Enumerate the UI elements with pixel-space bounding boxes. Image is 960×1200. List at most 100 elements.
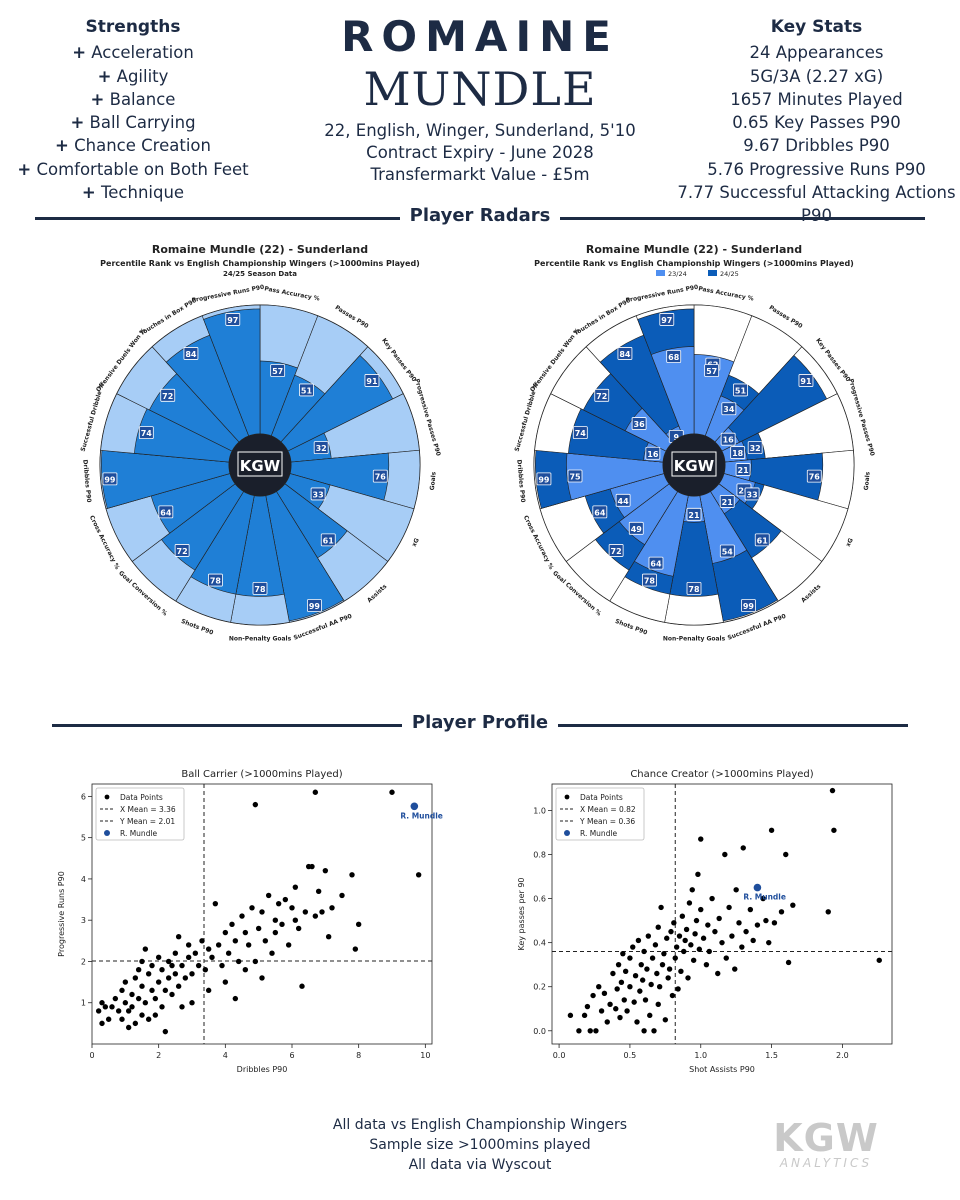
data-point xyxy=(112,995,119,1002)
data-point xyxy=(668,928,674,935)
footer-notes: All data vs English Championship Wingers… xyxy=(280,1115,680,1175)
value-label: 72 xyxy=(596,392,607,401)
data-point xyxy=(252,801,259,808)
value-box xyxy=(704,364,720,377)
value-label: 72 xyxy=(611,547,622,556)
footer-line: Sample size >1000mins played xyxy=(369,1137,591,1153)
value-box xyxy=(686,507,702,521)
value-box xyxy=(720,432,736,446)
data-point xyxy=(415,872,422,878)
value-box xyxy=(617,347,633,360)
legend-marker xyxy=(104,794,110,800)
plot-frame xyxy=(91,783,433,1045)
data-point xyxy=(189,1000,195,1006)
data-point xyxy=(339,892,345,899)
data-point xyxy=(598,1008,605,1014)
data-point xyxy=(661,950,667,957)
data-point xyxy=(664,935,670,941)
value-box xyxy=(615,493,631,507)
data-point xyxy=(641,948,647,955)
value-box xyxy=(174,544,190,557)
value-label: 99 xyxy=(309,602,321,611)
y-tick-label: 0.8 xyxy=(533,851,546,860)
data-point xyxy=(700,935,707,941)
data-point xyxy=(716,915,722,922)
bio-line: Transfermarkt Value - £5m xyxy=(370,165,590,184)
center-logo-text: KGW xyxy=(674,457,715,475)
data-point xyxy=(349,872,355,878)
center-logo-disc xyxy=(228,433,292,497)
data-point xyxy=(122,1000,129,1006)
value-box xyxy=(645,446,661,460)
value-label: 99 xyxy=(538,475,550,484)
data-point xyxy=(125,1008,132,1014)
x-tick-label: 10 xyxy=(420,1051,430,1060)
player-title: ROMAINE MUNDLE 22, English, Winger, Sund… xyxy=(300,12,660,186)
y-axis-label: Key passes per 90 xyxy=(517,877,526,950)
value-label: 32 xyxy=(750,444,761,453)
data-point xyxy=(262,938,269,944)
value-box xyxy=(592,505,608,519)
data-point xyxy=(242,967,249,973)
y-tick-label: 0.4 xyxy=(533,939,546,948)
data-point xyxy=(634,1019,640,1025)
key-stats-title: Key Stats xyxy=(770,17,863,37)
radars-section-title: Player Radars xyxy=(399,205,561,226)
data-point xyxy=(232,995,239,1002)
data-point xyxy=(617,1014,623,1021)
data-point xyxy=(698,836,704,842)
data-point xyxy=(645,933,652,939)
x-tick-label: 2 xyxy=(156,1051,161,1060)
data-point xyxy=(209,954,215,961)
value-label: 84 xyxy=(619,350,631,359)
data-point xyxy=(195,962,202,969)
value-box xyxy=(307,599,322,612)
legend-swatch xyxy=(656,270,665,276)
data-point xyxy=(576,1028,582,1034)
data-point xyxy=(212,900,219,907)
legend-box xyxy=(95,787,185,841)
data-point xyxy=(766,939,772,946)
data-point xyxy=(639,977,646,983)
footer-line: All data via Wyscout xyxy=(408,1157,552,1173)
strength-item: + Technique xyxy=(81,183,185,203)
mundle-point xyxy=(410,802,419,811)
value-label: 99 xyxy=(104,475,116,484)
data-point xyxy=(152,1012,159,1018)
data-point xyxy=(289,905,295,911)
data-point xyxy=(205,987,212,994)
category-label: Non-Penalty Goals xyxy=(663,636,726,643)
profile-section-title: Player Profile xyxy=(401,712,559,733)
value-label: 64 xyxy=(160,508,172,517)
value-box xyxy=(686,581,702,595)
y-tick-label: 0.6 xyxy=(533,895,546,904)
data-point xyxy=(99,1020,105,1027)
value-label: 21 xyxy=(688,511,700,520)
data-point xyxy=(581,1012,588,1019)
data-point xyxy=(239,913,245,919)
value-label: 97 xyxy=(227,316,238,325)
x-tick-label: 1.0 xyxy=(694,1051,707,1060)
value-label: 21 xyxy=(722,498,734,507)
data-point xyxy=(631,999,637,1005)
data-point xyxy=(686,900,693,906)
data-point xyxy=(205,946,212,952)
strength-item: + Agility xyxy=(97,66,169,86)
value-box xyxy=(719,544,735,558)
value-label: 18 xyxy=(732,449,744,458)
value-box xyxy=(628,521,644,535)
value-box xyxy=(183,347,199,360)
data-point xyxy=(202,967,209,973)
value-box xyxy=(754,533,770,547)
data-point xyxy=(705,922,711,928)
data-point xyxy=(621,997,627,1003)
player-first-name: ROMAINE xyxy=(341,12,619,61)
data-point xyxy=(722,851,728,858)
data-point xyxy=(681,948,687,955)
scatter-title: Chance Creator (>1000mins Played) xyxy=(630,769,813,780)
data-point xyxy=(219,962,225,969)
data-point xyxy=(715,970,721,977)
legend-label: Data Points xyxy=(580,793,623,802)
data-point xyxy=(145,1016,152,1022)
data-point xyxy=(259,909,265,915)
